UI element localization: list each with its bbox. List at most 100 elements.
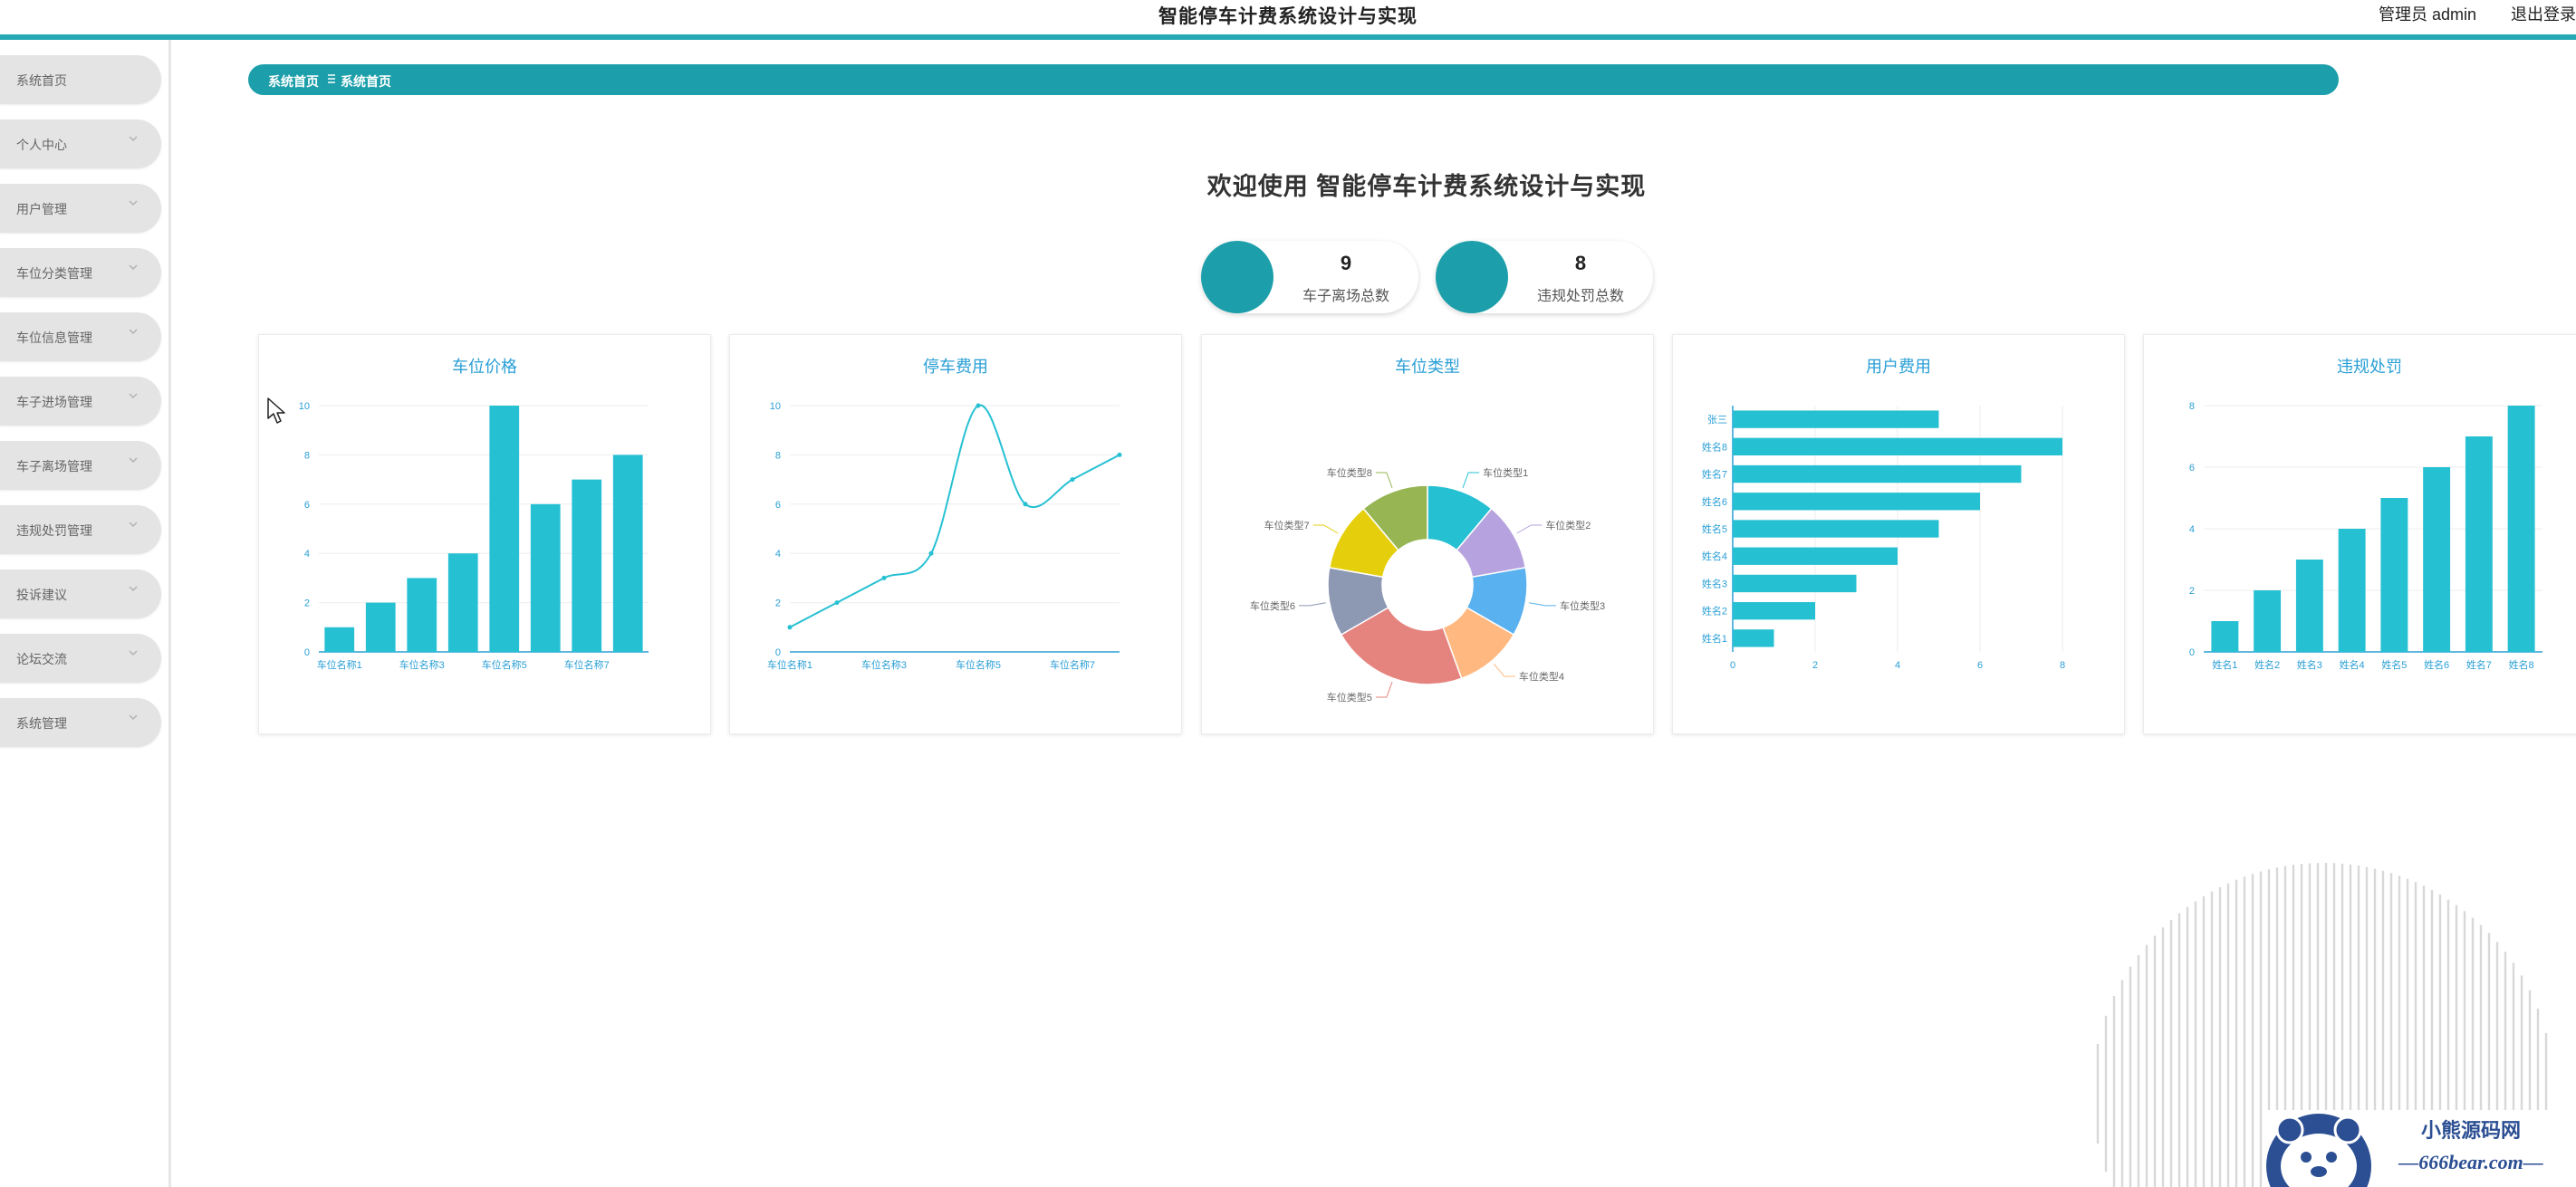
- y-tick-label: 4: [304, 549, 310, 560]
- slice-label: 车位类型6: [1250, 599, 1295, 612]
- sidebar-item-label: 系统首页: [16, 73, 67, 88]
- slice-label: 车位类型7: [1264, 519, 1310, 531]
- label-line: [1462, 472, 1480, 489]
- sidebar-item-system[interactable]: 系统管理: [0, 698, 161, 747]
- slice-label: 车位类型1: [1483, 466, 1528, 479]
- stat-card-exits: 9 车子离场总数: [1201, 241, 1418, 313]
- sidebar-item-label: 系统管理: [16, 716, 67, 731]
- sidebar-item-forum[interactable]: 论坛交流: [0, 634, 161, 683]
- bar-姓名4: [2338, 529, 2366, 652]
- sidebar: 系统首页 个人中心 用户管理 车位分类管理 车位信息管理 车子进场管理 车子离场…: [0, 40, 171, 1187]
- bar-姓名3: [2295, 560, 2323, 652]
- sidebar-item-complaints[interactable]: 投诉建议: [0, 570, 161, 618]
- y-tick-label: 姓名5: [1702, 522, 1727, 535]
- slice-label: 车位类型5: [1327, 691, 1372, 704]
- bar-姓名6: [1733, 493, 1980, 511]
- bar-姓名3: [1733, 574, 1857, 593]
- header-accent-line: [0, 34, 2576, 40]
- x-tick-label: 车位名称7: [564, 658, 610, 671]
- bar-姓名1: [1733, 629, 1774, 647]
- point-车位名称4: [928, 550, 934, 556]
- bar-姓名1: [2211, 621, 2239, 652]
- breadcrumb: 系统首页 系统首页: [248, 64, 2339, 95]
- x-tick-label: 姓名6: [2424, 658, 2449, 671]
- watermark-logo: 小熊源码网 —666bear.com—: [2263, 1110, 2576, 1187]
- bar-姓名2: [1733, 601, 1815, 620]
- bar-姓名4: [1733, 547, 1898, 565]
- x-tick-label: 车位名称3: [861, 658, 907, 671]
- sidebar-item-car-entry[interactable]: 车子进场管理: [0, 377, 161, 426]
- bar-车位名称4: [447, 553, 478, 652]
- mouse-cursor-icon: [267, 397, 285, 424]
- y-tick-label: 姓名8: [1702, 440, 1727, 453]
- sidebar-item-profile[interactable]: 个人中心: [0, 120, 161, 168]
- y-tick-label: 8: [775, 450, 781, 461]
- stat-circle-icon: [1201, 241, 1274, 313]
- point-车位名称3: [881, 575, 887, 580]
- sidebar-item-car-exit[interactable]: 车子离场管理: [0, 441, 161, 490]
- chart-card-space-type: 车位类型 车位类型1 车位类型2 车位类型3 车位类型4 车位类型5 车位类型6 车位类型7…: [1201, 334, 1654, 734]
- space-type-chart: 车位类型1 车位类型2 车位类型3 车位类型4 车位类型5 车位类型6 车位类型7 车位类型8: [1250, 466, 1605, 704]
- sidebar-item-space-info[interactable]: 车位信息管理: [0, 312, 161, 361]
- y-tick-label: 6: [775, 500, 781, 511]
- y-tick-label: 10: [299, 401, 310, 412]
- breadcrumb-home[interactable]: 系统首页: [268, 74, 319, 89]
- parking-fee-chart: 0 2 4 6 8 10 车位名称1 车位名称3 车位名称5 车位名称7: [767, 401, 1122, 671]
- label-line: [1375, 472, 1393, 489]
- chevron-down-icon: [129, 393, 138, 398]
- y-tick-label: 2: [2189, 586, 2195, 597]
- label-line: [1493, 664, 1515, 677]
- point-车位名称2: [834, 600, 840, 606]
- app-title: 智能停车计费系统设计与实现: [1158, 6, 1418, 27]
- bar-姓名8: [1733, 437, 2062, 456]
- sidebar-item-violations[interactable]: 违规处罚管理: [0, 505, 161, 554]
- y-tick-label: 6: [2189, 463, 2195, 474]
- stat-value: 9: [1340, 252, 1352, 274]
- y-tick-label: 0: [304, 647, 310, 658]
- label-line: [1529, 602, 1556, 607]
- chevron-down-icon: [129, 586, 138, 591]
- x-tick-label: 8: [2060, 660, 2065, 671]
- y-tick-label: 2: [304, 598, 310, 609]
- y-tick-label: 张三: [1707, 414, 1727, 426]
- bar-车位名称6: [530, 503, 561, 652]
- slice-车位类型8: [1362, 484, 1428, 551]
- chevron-down-icon: [129, 650, 138, 656]
- bar-车位名称3: [407, 578, 437, 652]
- sidebar-item-home[interactable]: 系统首页: [0, 55, 161, 104]
- sidebar-item-space-category[interactable]: 车位分类管理: [0, 248, 161, 297]
- x-tick-label: 姓名5: [2381, 658, 2407, 671]
- chart-title: 车位类型: [1395, 358, 1460, 376]
- sidebar-item-label: 违规处罚管理: [16, 523, 92, 538]
- sidebar-item-label: 投诉建议: [16, 588, 67, 602]
- y-tick-label: 8: [304, 450, 310, 461]
- y-tick-label: 姓名2: [1702, 605, 1727, 617]
- chart-title: 车位价格: [452, 358, 517, 376]
- chart-card-violations: 违规处罚 0 2 4 6 8 姓名1 姓名2 姓名3 姓名4 姓名5 姓名6 姓名7 姓名8: [2143, 334, 2576, 734]
- x-tick-label: 姓名4: [2340, 658, 2365, 671]
- label-line: [1312, 524, 1339, 534]
- x-tick-label: 姓名1: [2212, 658, 2237, 671]
- series-line: [789, 404, 1120, 628]
- user-fee-chart: 0 2 4 6 8 姓名1 姓名2 姓名3 姓名4 姓名5 姓名6 姓名7 姓名8 张三: [1702, 406, 2065, 671]
- chevron-down-icon: [129, 457, 138, 463]
- bar-姓名6: [2423, 467, 2451, 652]
- y-tick-label: 姓名6: [1702, 495, 1727, 508]
- chevron-down-icon: [129, 329, 138, 334]
- y-tick-label: 10: [770, 401, 781, 412]
- bar-姓名2: [2254, 590, 2282, 652]
- sidebar-item-users[interactable]: 用户管理: [0, 184, 161, 233]
- sidebar-item-label: 用户管理: [16, 202, 67, 216]
- y-tick-label: 0: [775, 647, 781, 658]
- top-header: 智能停车计费系统设计与实现 管理员 admin 退出登录: [0, 0, 2576, 34]
- point-车位名称5: [976, 403, 981, 408]
- x-tick-label: 车位名称1: [767, 658, 812, 671]
- y-tick-label: 4: [775, 549, 781, 560]
- x-tick-label: 车位名称5: [482, 658, 527, 671]
- sidebar-item-label: 车子离场管理: [16, 459, 92, 474]
- x-tick-label: 姓名2: [2254, 658, 2280, 671]
- label-line: [1516, 524, 1543, 534]
- chevron-down-icon: [129, 264, 138, 270]
- stat-circle-icon: [1436, 241, 1508, 313]
- logout-link[interactable]: 退出登录: [2511, 5, 2576, 24]
